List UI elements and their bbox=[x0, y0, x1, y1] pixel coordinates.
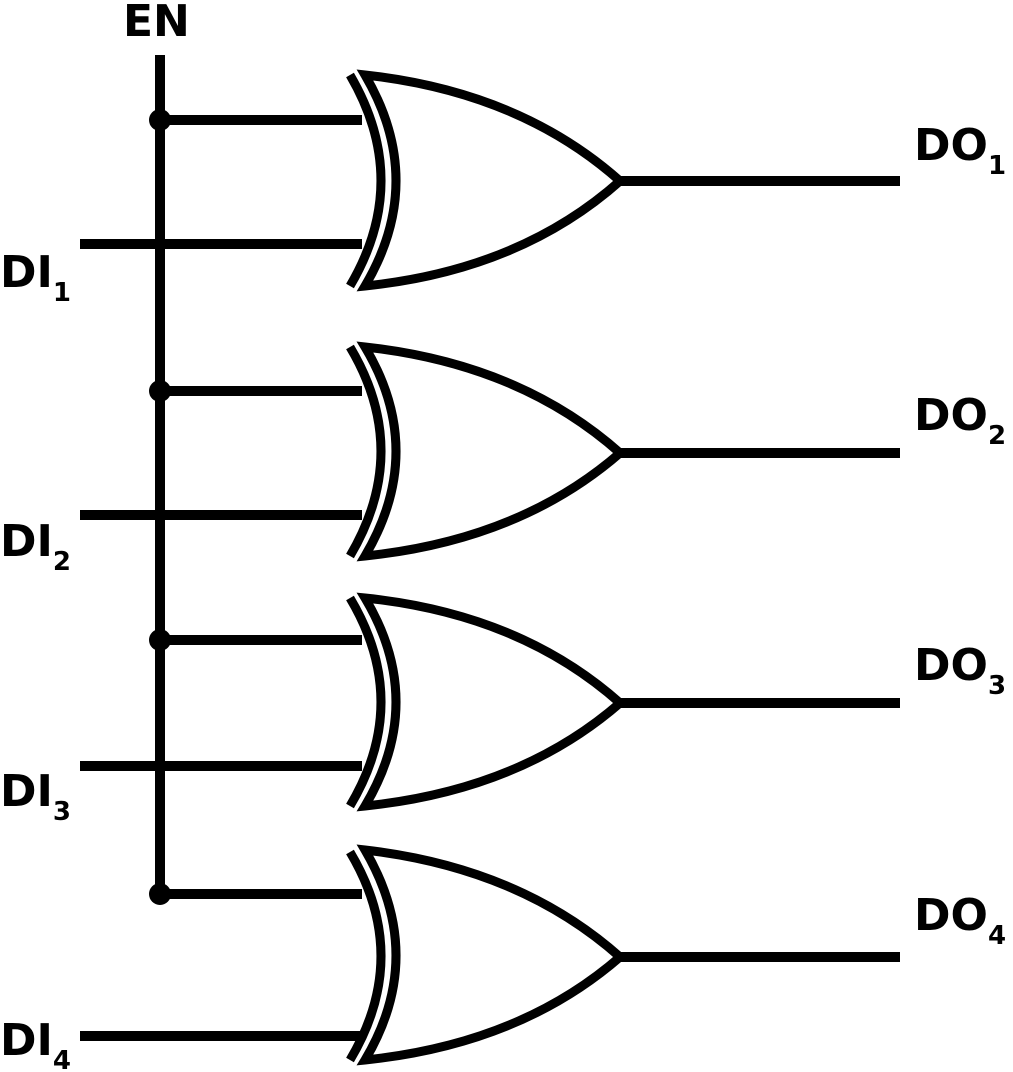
xor-gate-2 bbox=[80, 341, 900, 562]
output-label-2: DO2 bbox=[914, 390, 1006, 451]
xor-body-1 bbox=[356, 69, 627, 292]
junction-dot-2 bbox=[149, 380, 171, 402]
output-label-3: DO3 bbox=[914, 640, 1006, 701]
input-label-2: DI2 bbox=[0, 516, 71, 577]
xor-input-arc-3 bbox=[346, 595, 386, 809]
junction-dot-4 bbox=[149, 883, 171, 905]
input-label-1: DI1 bbox=[0, 247, 71, 308]
junction-dot-1 bbox=[149, 109, 171, 131]
xor-body-3 bbox=[356, 592, 627, 812]
input-label-4: DI4 bbox=[0, 1015, 71, 1072]
output-label-4: DO4 bbox=[914, 890, 1006, 951]
xor-body-4 bbox=[356, 844, 627, 1066]
xor-gate-3 bbox=[80, 592, 900, 812]
xor-body-2 bbox=[356, 341, 627, 562]
xor-input-arc-2 bbox=[346, 344, 386, 559]
junction-dot-3 bbox=[149, 629, 171, 651]
xor-input-arc-4 bbox=[346, 849, 386, 1063]
xor-input-arc-1 bbox=[346, 72, 386, 289]
xor-gate-4 bbox=[80, 844, 900, 1066]
output-label-1: DO1 bbox=[914, 120, 1006, 181]
enable-label: EN bbox=[123, 0, 190, 47]
xor-gate-1 bbox=[80, 69, 900, 292]
input-label-3: DI3 bbox=[0, 766, 71, 827]
